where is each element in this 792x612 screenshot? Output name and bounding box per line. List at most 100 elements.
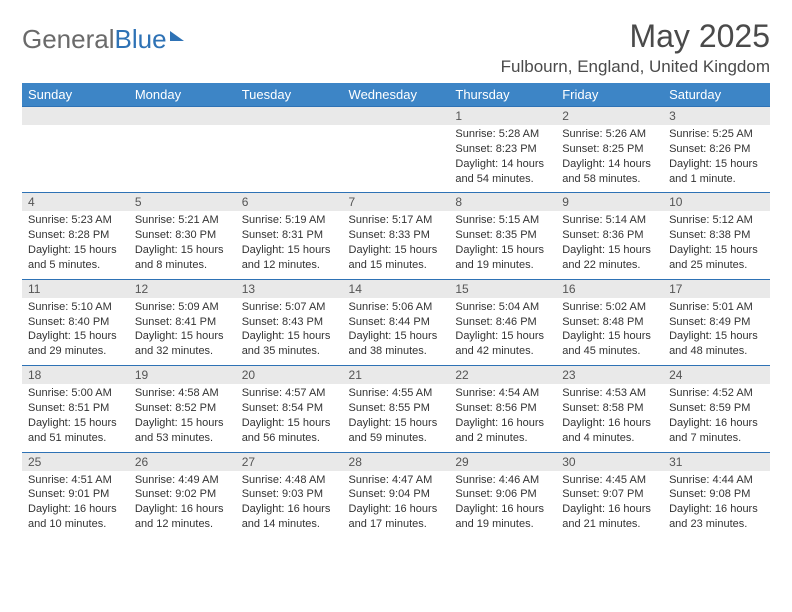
day-number: 13	[236, 279, 343, 298]
sunrise-text: Sunrise: 4:46 AM	[455, 473, 550, 488]
day-cell: Sunrise: 5:04 AMSunset: 8:46 PMDaylight:…	[449, 298, 556, 366]
daylight-text: Daylight: 15 hours and 35 minutes.	[242, 329, 337, 359]
logo-text-a: General	[22, 24, 115, 55]
daylight-text: Daylight: 15 hours and 59 minutes.	[349, 416, 444, 446]
day-cell: Sunrise: 5:01 AMSunset: 8:49 PMDaylight:…	[663, 298, 770, 366]
day-number: 1	[449, 107, 556, 126]
daylight-text: Daylight: 16 hours and 12 minutes.	[135, 502, 230, 532]
week-number-row: 18192021222324	[22, 366, 770, 385]
day-number	[129, 107, 236, 126]
sunset-text: Sunset: 8:51 PM	[28, 401, 123, 416]
day-cell: Sunrise: 5:21 AMSunset: 8:30 PMDaylight:…	[129, 211, 236, 279]
sunrise-text: Sunrise: 4:47 AM	[349, 473, 444, 488]
day-cell	[236, 125, 343, 193]
weekday-tue: Tuesday	[236, 83, 343, 107]
sunrise-text: Sunrise: 4:55 AM	[349, 386, 444, 401]
week-info-row: Sunrise: 5:10 AMSunset: 8:40 PMDaylight:…	[22, 298, 770, 366]
daylight-text: Daylight: 15 hours and 12 minutes.	[242, 243, 337, 273]
daylight-text: Daylight: 15 hours and 38 minutes.	[349, 329, 444, 359]
location-label: Fulbourn, England, United Kingdom	[501, 57, 770, 77]
sunrise-text: Sunrise: 5:02 AM	[562, 300, 657, 315]
day-number	[22, 107, 129, 126]
day-number: 12	[129, 279, 236, 298]
sunset-text: Sunset: 8:59 PM	[669, 401, 764, 416]
sunrise-text: Sunrise: 5:12 AM	[669, 213, 764, 228]
day-number: 3	[663, 107, 770, 126]
day-cell: Sunrise: 4:51 AMSunset: 9:01 PMDaylight:…	[22, 471, 129, 538]
day-number	[343, 107, 450, 126]
sunrise-text: Sunrise: 4:58 AM	[135, 386, 230, 401]
sunset-text: Sunset: 9:06 PM	[455, 487, 550, 502]
sunset-text: Sunset: 8:31 PM	[242, 228, 337, 243]
sunset-text: Sunset: 9:07 PM	[562, 487, 657, 502]
sunrise-text: Sunrise: 5:14 AM	[562, 213, 657, 228]
month-title: May 2025	[501, 18, 770, 55]
day-number: 10	[663, 193, 770, 212]
day-cell: Sunrise: 4:58 AMSunset: 8:52 PMDaylight:…	[129, 384, 236, 452]
day-cell: Sunrise: 4:49 AMSunset: 9:02 PMDaylight:…	[129, 471, 236, 538]
daylight-text: Daylight: 15 hours and 53 minutes.	[135, 416, 230, 446]
daylight-text: Daylight: 16 hours and 2 minutes.	[455, 416, 550, 446]
sunrise-text: Sunrise: 5:26 AM	[562, 127, 657, 142]
day-number: 2	[556, 107, 663, 126]
day-cell: Sunrise: 4:57 AMSunset: 8:54 PMDaylight:…	[236, 384, 343, 452]
daylight-text: Daylight: 15 hours and 45 minutes.	[562, 329, 657, 359]
daylight-text: Daylight: 15 hours and 51 minutes.	[28, 416, 123, 446]
day-number: 17	[663, 279, 770, 298]
daylight-text: Daylight: 15 hours and 15 minutes.	[349, 243, 444, 273]
daylight-text: Daylight: 15 hours and 1 minute.	[669, 157, 764, 187]
daylight-text: Daylight: 15 hours and 5 minutes.	[28, 243, 123, 273]
sunrise-text: Sunrise: 5:10 AM	[28, 300, 123, 315]
week-number-row: 25262728293031	[22, 452, 770, 471]
sunrise-text: Sunrise: 4:48 AM	[242, 473, 337, 488]
day-number: 5	[129, 193, 236, 212]
sunrise-text: Sunrise: 5:23 AM	[28, 213, 123, 228]
sunset-text: Sunset: 9:08 PM	[669, 487, 764, 502]
sunset-text: Sunset: 8:56 PM	[455, 401, 550, 416]
daylight-text: Daylight: 15 hours and 19 minutes.	[455, 243, 550, 273]
sunset-text: Sunset: 8:46 PM	[455, 315, 550, 330]
sunrise-text: Sunrise: 4:54 AM	[455, 386, 550, 401]
sunset-text: Sunset: 8:33 PM	[349, 228, 444, 243]
brand-logo: GeneralBlue	[22, 18, 184, 55]
sunset-text: Sunset: 9:04 PM	[349, 487, 444, 502]
day-cell: Sunrise: 5:14 AMSunset: 8:36 PMDaylight:…	[556, 211, 663, 279]
sunset-text: Sunset: 8:28 PM	[28, 228, 123, 243]
sunrise-text: Sunrise: 4:57 AM	[242, 386, 337, 401]
day-cell: Sunrise: 5:09 AMSunset: 8:41 PMDaylight:…	[129, 298, 236, 366]
sunset-text: Sunset: 8:23 PM	[455, 142, 550, 157]
day-number: 16	[556, 279, 663, 298]
sunrise-text: Sunrise: 4:51 AM	[28, 473, 123, 488]
day-number: 24	[663, 366, 770, 385]
week-number-row: 45678910	[22, 193, 770, 212]
weekday-mon: Monday	[129, 83, 236, 107]
daylight-text: Daylight: 16 hours and 4 minutes.	[562, 416, 657, 446]
day-cell: Sunrise: 4:54 AMSunset: 8:56 PMDaylight:…	[449, 384, 556, 452]
day-number: 25	[22, 452, 129, 471]
day-number: 30	[556, 452, 663, 471]
day-number: 6	[236, 193, 343, 212]
sunset-text: Sunset: 8:30 PM	[135, 228, 230, 243]
day-number: 22	[449, 366, 556, 385]
day-number: 9	[556, 193, 663, 212]
sunrise-text: Sunrise: 4:53 AM	[562, 386, 657, 401]
day-cell: Sunrise: 4:45 AMSunset: 9:07 PMDaylight:…	[556, 471, 663, 538]
day-cell: Sunrise: 5:07 AMSunset: 8:43 PMDaylight:…	[236, 298, 343, 366]
day-number: 14	[343, 279, 450, 298]
day-number: 28	[343, 452, 450, 471]
daylight-text: Daylight: 15 hours and 42 minutes.	[455, 329, 550, 359]
day-cell: Sunrise: 5:10 AMSunset: 8:40 PMDaylight:…	[22, 298, 129, 366]
sunset-text: Sunset: 9:01 PM	[28, 487, 123, 502]
day-cell: Sunrise: 4:47 AMSunset: 9:04 PMDaylight:…	[343, 471, 450, 538]
sunset-text: Sunset: 8:41 PM	[135, 315, 230, 330]
logo-triangle-icon	[170, 31, 184, 41]
day-cell	[22, 125, 129, 193]
day-number: 26	[129, 452, 236, 471]
week-number-row: 123	[22, 107, 770, 126]
day-cell: Sunrise: 5:02 AMSunset: 8:48 PMDaylight:…	[556, 298, 663, 366]
daylight-text: Daylight: 15 hours and 32 minutes.	[135, 329, 230, 359]
sunrise-text: Sunrise: 5:28 AM	[455, 127, 550, 142]
daylight-text: Daylight: 16 hours and 17 minutes.	[349, 502, 444, 532]
day-cell: Sunrise: 5:15 AMSunset: 8:35 PMDaylight:…	[449, 211, 556, 279]
day-cell: Sunrise: 5:19 AMSunset: 8:31 PMDaylight:…	[236, 211, 343, 279]
